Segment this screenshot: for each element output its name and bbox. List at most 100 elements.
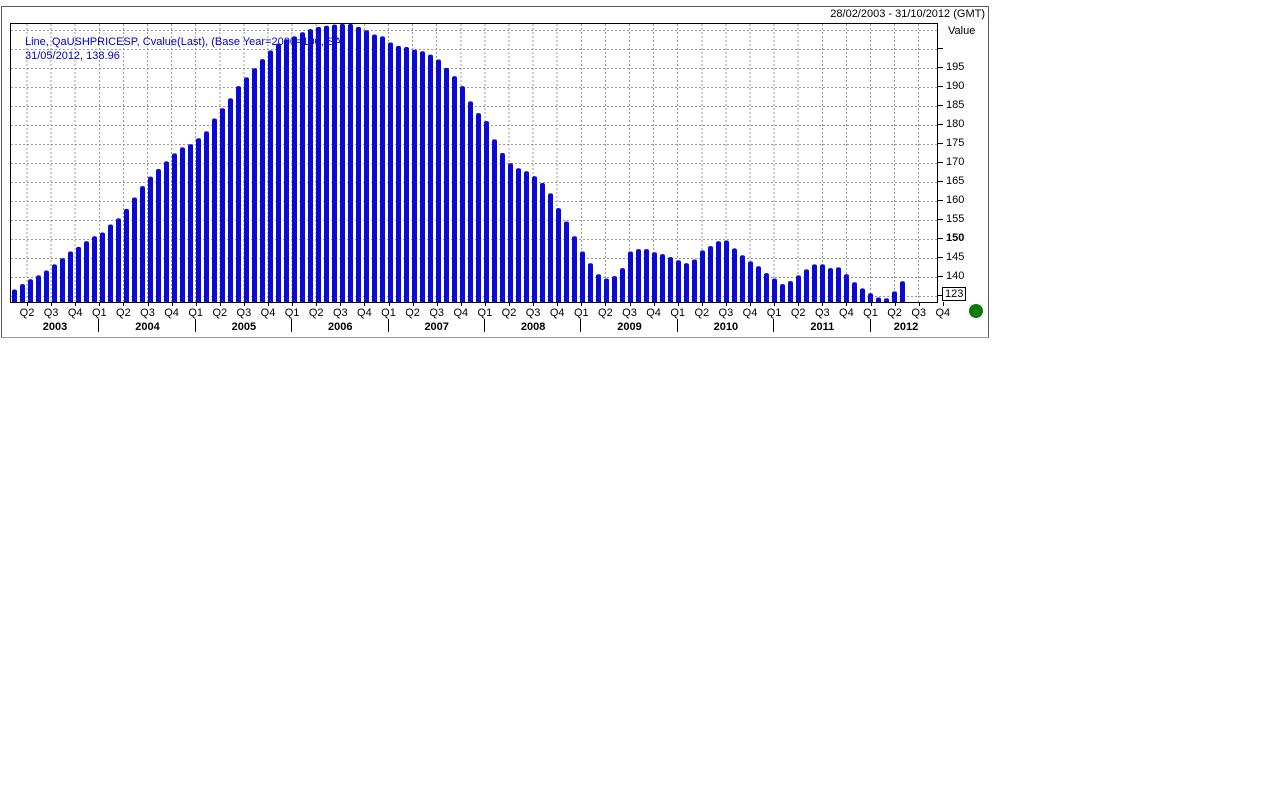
bar [636, 249, 641, 302]
quarter-tick [364, 302, 366, 306]
last-value-box: 123 [942, 287, 967, 301]
quarter-tick [677, 302, 679, 306]
y-axis-tick [937, 162, 943, 163]
time-axis: Q2 Q3 Q4 Q1 Q2 Q3 Q4 Q1 Q2 Q3 Q4 Q1 Q2 Q3 Q4 Q1 Q2 Q3 Q4 Q1… [11, 302, 951, 338]
quarter-tick [268, 302, 269, 306]
bar [196, 138, 201, 302]
quarter-tick [870, 302, 872, 306]
bar [116, 218, 121, 302]
bar [836, 267, 841, 302]
bar [380, 36, 385, 302]
bar [716, 241, 721, 302]
bar [300, 32, 305, 302]
y-axis-tick [937, 200, 943, 201]
quarter-label: Q4 [742, 307, 758, 319]
quarter-tick [340, 302, 342, 306]
bar [84, 241, 89, 302]
bar [468, 101, 473, 302]
quarter-label: Q1 [766, 307, 782, 319]
quarter-tick [219, 302, 221, 306]
year-separator [291, 319, 293, 332]
quarter-tick [894, 302, 896, 306]
y-axis-tick [937, 276, 943, 277]
bar [172, 153, 177, 302]
year-separator [387, 319, 389, 332]
quarter-tick [725, 302, 727, 306]
quarter-tick [942, 302, 944, 306]
plot-area[interactable]: Line, QaUSHPRICESP, Cvalue(Last), (Base … [10, 23, 938, 303]
bar [524, 171, 529, 302]
quarter-tick [316, 302, 318, 306]
bar [44, 270, 49, 302]
year-separator [773, 319, 775, 332]
quarter-label: Q4 [357, 307, 372, 319]
year-label: 2012 [893, 321, 919, 333]
bar [700, 250, 705, 302]
bar [596, 274, 601, 302]
bar [516, 168, 521, 302]
quarter-tick [581, 302, 583, 306]
bar [28, 279, 33, 302]
bar [292, 36, 297, 302]
bar [180, 147, 185, 302]
quarter-label: Q1 [381, 307, 396, 319]
year-separator [98, 319, 100, 332]
year-separator [676, 319, 678, 332]
year-label: 2009 [617, 321, 642, 333]
bar [660, 254, 665, 302]
y-tick-label: 195 [946, 61, 965, 73]
bar [564, 221, 569, 302]
bar [588, 263, 593, 302]
quarter-label: Q3 [718, 307, 734, 319]
bar [604, 278, 609, 302]
bar [52, 264, 57, 302]
quarter-tick [292, 302, 294, 306]
bar [204, 131, 209, 302]
quarter-tick [509, 302, 510, 306]
quarter-tick [99, 302, 101, 306]
bar [828, 268, 833, 302]
bar [340, 24, 345, 302]
y-axis-tick [937, 238, 943, 239]
quarter-label: Q1 [188, 307, 204, 319]
quarter-label: Q2 [116, 307, 131, 319]
y-tick-label: 170 [946, 156, 965, 168]
bar [900, 281, 905, 302]
quarter-label: Q2 [501, 307, 517, 319]
bar [756, 266, 761, 302]
quarter-label: Q3 [429, 307, 445, 319]
bar [868, 293, 873, 302]
quarter-tick [701, 302, 703, 306]
bar [92, 236, 97, 302]
bar [460, 86, 465, 302]
chart-window: 28/02/2003 - 31/10/2012 (GMT) Line, QaUS… [1, 6, 989, 338]
bar [612, 276, 617, 302]
quarter-tick [412, 302, 414, 306]
legend-line-lastvalue: 31/05/2012, 138.96 [25, 50, 120, 62]
bar [788, 281, 793, 302]
bar [100, 232, 105, 302]
bar [692, 259, 697, 302]
bar [284, 39, 289, 302]
quarter-label: Q3 [236, 307, 252, 319]
bar [156, 169, 161, 302]
quarter-label: Q3 [622, 307, 637, 319]
price-bars-layer [12, 24, 905, 302]
bar [188, 144, 193, 302]
year-label: 2011 [810, 321, 835, 333]
bar [860, 288, 865, 302]
y-axis-tick [937, 105, 943, 106]
bar [220, 108, 225, 302]
bar [492, 139, 497, 302]
y-axis-tick [937, 257, 943, 258]
quarter-tick [822, 302, 824, 306]
quarter-tick [918, 302, 920, 306]
quarter-tick [171, 302, 173, 306]
bar [364, 30, 369, 302]
bar [764, 273, 769, 302]
quarter-label: Q1 [91, 307, 107, 319]
bar [372, 34, 377, 302]
quarter-label: Q2 [790, 307, 806, 319]
quarter-tick [195, 302, 197, 306]
quarter-tick [605, 302, 607, 306]
